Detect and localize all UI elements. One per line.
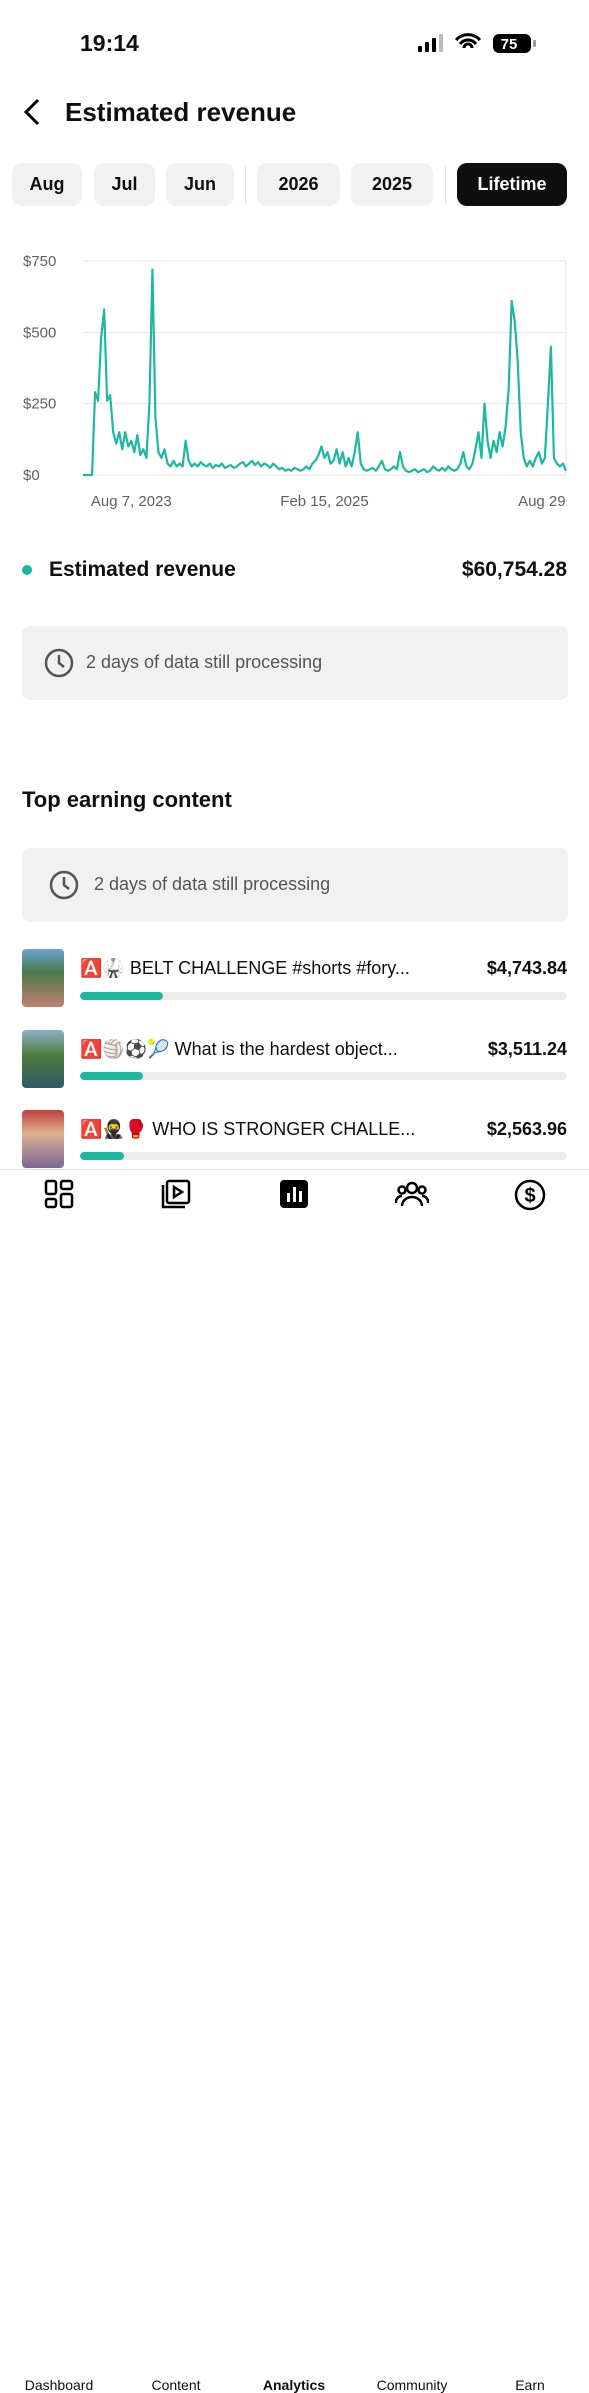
revenue-line [83, 268, 568, 477]
share-bar [80, 1152, 124, 1160]
tab[interactable]: Jun [166, 163, 234, 206]
tab[interactable]: Jul [94, 163, 155, 206]
share-track [80, 1152, 567, 1160]
share-track [80, 992, 567, 1000]
share-track [80, 1072, 567, 1080]
video-title[interactable]: 🅰️🥋 BELT CHALLENGE #shorts #fory... [80, 958, 410, 978]
video-revenue: $2,563.96 [486, 1119, 567, 1139]
x-tick-label: Aug 29 [518, 493, 566, 510]
svg-text:$: $ [524, 1185, 535, 1207]
thumbnail[interactable] [22, 1030, 64, 1088]
y-tick-label: $500 [23, 324, 56, 341]
nav-icon [395, 1181, 429, 1207]
nav-item[interactable]: Earn [515, 2377, 545, 2393]
share-bar [80, 1072, 144, 1080]
back-button[interactable] [20, 98, 44, 126]
clock: 19:14 [80, 30, 139, 56]
video-revenue: $3,511.24 [487, 1039, 567, 1059]
nav-icon [280, 1180, 308, 1208]
bottom-nav: $ Dashboard Content Analytics Community … [0, 1169, 589, 2393]
y-tick-label: $250 [23, 396, 56, 413]
revenue-chart: $0 $250 $500 $750 Aug 7, 2023 Feb 15, 2025 Aug… [23, 253, 568, 510]
clock-icon [49, 870, 79, 900]
processing-notice: 2 days of data still processing [22, 626, 568, 700]
video-title[interactable]: 🅰️🥷🥊 WHO IS STRONGER CHALLE... [80, 1119, 416, 1139]
thumbnail[interactable] [22, 1110, 64, 1168]
y-tick-label: $0 [23, 467, 40, 484]
notice-text: 2 days of data still processing [94, 874, 331, 894]
status-icons: 75 [418, 33, 536, 53]
thumbnail[interactable] [22, 949, 64, 1007]
tab[interactable]: Lifetime [457, 163, 567, 206]
processing-notice: 2 days of data still processing [22, 848, 568, 922]
x-tick-label: Aug 7, 2023 [91, 493, 172, 510]
video-title[interactable]: 🅰️🏐⚽🎾 What is the hardest object... [80, 1039, 398, 1059]
section-title: Top earning content [22, 787, 232, 812]
nav-item[interactable]: Content [151, 2377, 201, 2393]
tab[interactable]: 2026 [257, 163, 340, 206]
tab[interactable]: Aug [12, 163, 82, 206]
separator [245, 166, 246, 204]
battery-level: 75 [501, 36, 518, 53]
legend-label: Estimated revenue [49, 558, 236, 581]
nav-item[interactable]: Dashboard [24, 2377, 94, 2393]
share-bar [80, 992, 163, 1000]
clock-icon [44, 648, 74, 678]
nav-icon [44, 1179, 74, 1209]
nav-icon: $ [514, 1179, 546, 1211]
video-revenue: $4,743.84 [486, 958, 567, 978]
notice-text: 2 days of data still processing [86, 652, 323, 672]
total-revenue: $60,754.28 [461, 558, 567, 581]
x-tick-label: Feb 15, 2025 [280, 493, 368, 510]
nav-item[interactable]: Analytics [262, 2377, 326, 2393]
separator [445, 166, 446, 204]
nav-icon [161, 1179, 191, 1209]
y-tick-label: $750 [23, 253, 56, 270]
legend-dot [22, 565, 32, 575]
tab[interactable]: 2025 [351, 163, 433, 206]
nav-item[interactable]: Community [376, 2377, 448, 2393]
page-title: Estimated revenue [65, 97, 297, 127]
page: 19:14 75 Estimated revenue Aug Jul Jun 2… [0, 30, 589, 2393]
